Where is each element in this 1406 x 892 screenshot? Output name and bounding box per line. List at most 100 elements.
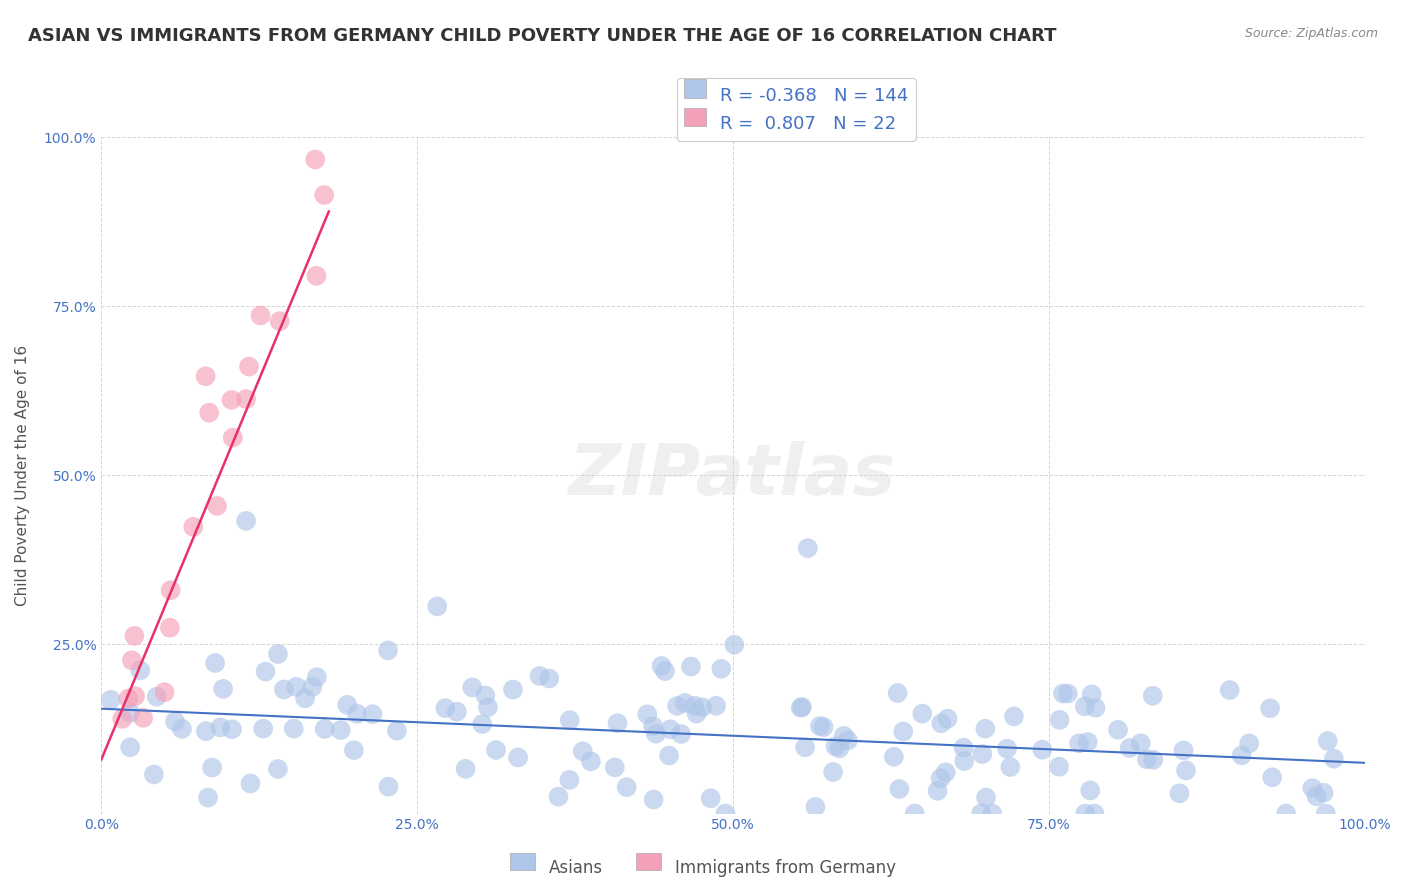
Point xyxy=(808,719,831,733)
Point xyxy=(538,672,561,686)
Point xyxy=(974,722,997,736)
Point xyxy=(209,720,232,734)
Point xyxy=(1056,687,1078,701)
Point xyxy=(659,723,682,737)
Point xyxy=(651,659,673,673)
Legend: R = -0.368   N = 144, R =  0.807   N = 22: R = -0.368 N = 144, R = 0.807 N = 22 xyxy=(676,78,915,141)
Point xyxy=(269,314,291,328)
Point xyxy=(606,716,628,731)
Point xyxy=(929,716,952,731)
Point xyxy=(936,712,959,726)
Point xyxy=(1077,735,1099,749)
Point xyxy=(714,806,737,821)
Point xyxy=(1107,723,1129,737)
Point xyxy=(454,762,477,776)
Point xyxy=(974,790,997,805)
Point xyxy=(616,780,638,795)
Point xyxy=(1316,734,1339,748)
Point xyxy=(571,744,593,758)
Point xyxy=(267,762,290,776)
Point xyxy=(426,599,449,614)
Point xyxy=(1315,806,1337,821)
Point xyxy=(929,771,952,785)
Point xyxy=(1323,752,1346,766)
Point xyxy=(283,722,305,736)
Text: ASIAN VS IMMIGRANTS FROM GERMANY CHILD POVERTY UNDER THE AGE OF 16 CORRELATION C: ASIAN VS IMMIGRANTS FROM GERMANY CHILD P… xyxy=(28,27,1057,45)
Point xyxy=(124,689,146,703)
Point xyxy=(235,392,257,406)
Point xyxy=(529,669,551,683)
Point xyxy=(377,643,399,657)
Y-axis label: Child Poverty Under the Age of 16: Child Poverty Under the Age of 16 xyxy=(15,344,30,606)
Point xyxy=(305,670,328,684)
Point xyxy=(1119,740,1142,755)
Point xyxy=(1142,689,1164,703)
Point xyxy=(194,724,217,739)
Point xyxy=(636,707,658,722)
Point xyxy=(995,741,1018,756)
Point xyxy=(891,724,914,739)
Point xyxy=(194,369,217,384)
Point xyxy=(972,747,994,761)
Point xyxy=(249,309,271,323)
Point xyxy=(221,392,243,407)
Point xyxy=(1173,743,1195,757)
Point xyxy=(953,754,976,768)
Point xyxy=(1083,806,1105,821)
Point xyxy=(904,806,927,821)
Point xyxy=(641,719,664,733)
Point xyxy=(790,700,813,714)
Point xyxy=(212,681,235,696)
Point xyxy=(502,682,524,697)
Point xyxy=(301,680,323,694)
Point xyxy=(506,750,529,764)
Point xyxy=(222,431,245,445)
Point xyxy=(813,720,835,734)
Point xyxy=(305,268,328,283)
Point xyxy=(1305,789,1327,804)
Point xyxy=(824,739,846,754)
Point xyxy=(142,767,165,781)
Point xyxy=(1237,736,1260,750)
Point xyxy=(1275,806,1298,821)
Legend: Asians, Immigrants from Germany: Asians, Immigrants from Germany xyxy=(503,852,903,884)
Point xyxy=(100,693,122,707)
Point xyxy=(120,740,142,755)
Point xyxy=(673,696,696,710)
Point xyxy=(129,664,152,678)
Point xyxy=(603,760,626,774)
Point xyxy=(1301,780,1323,795)
Point xyxy=(723,638,745,652)
Point xyxy=(832,729,855,743)
Point xyxy=(343,743,366,757)
Point xyxy=(644,727,666,741)
Point xyxy=(198,406,221,420)
Point xyxy=(927,784,949,798)
Point xyxy=(685,706,707,721)
Point xyxy=(794,740,817,755)
Point xyxy=(304,153,326,167)
Point xyxy=(474,689,496,703)
Point xyxy=(981,806,1004,821)
Point xyxy=(120,706,142,720)
Point xyxy=(935,765,957,780)
Point xyxy=(669,727,692,741)
Point xyxy=(790,700,813,714)
Point xyxy=(153,685,176,699)
Point xyxy=(1136,752,1159,766)
Point xyxy=(294,691,316,706)
Point xyxy=(558,772,581,787)
Point xyxy=(329,723,352,737)
Point xyxy=(1069,736,1091,750)
Point xyxy=(336,698,359,712)
Point xyxy=(1074,806,1097,821)
Point xyxy=(886,686,908,700)
Point xyxy=(361,707,384,722)
Point xyxy=(121,653,143,667)
Point xyxy=(314,722,336,736)
Point xyxy=(558,713,581,727)
Point xyxy=(1052,687,1074,701)
Point xyxy=(837,733,859,747)
Point xyxy=(823,764,845,779)
Point xyxy=(239,776,262,790)
